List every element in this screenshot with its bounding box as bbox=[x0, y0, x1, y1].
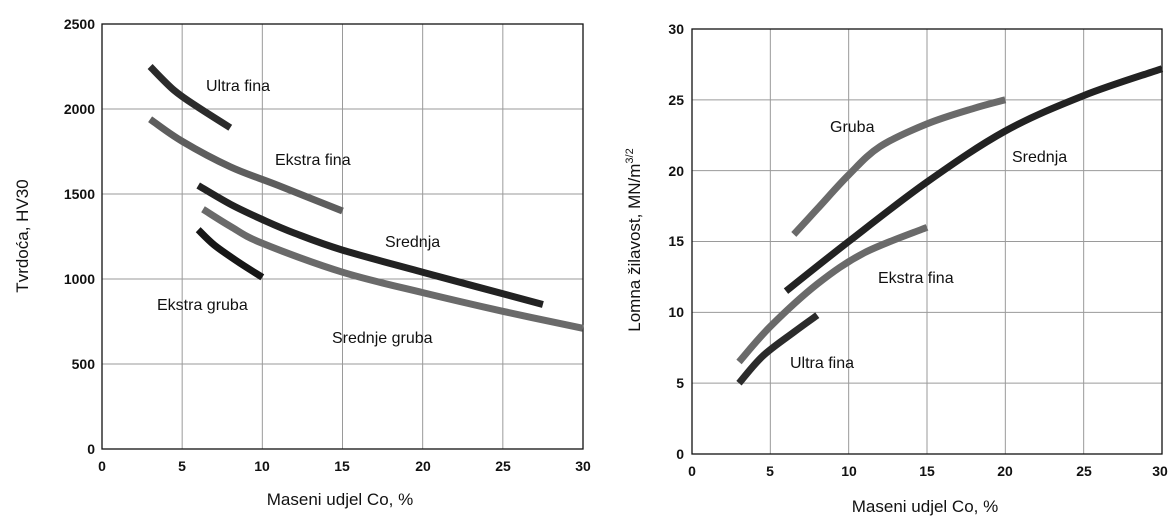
toughness-x-tick: 30 bbox=[1152, 463, 1168, 479]
hardness-y-tick: 500 bbox=[72, 356, 96, 372]
hardness-series-srednja bbox=[196, 182, 544, 308]
toughness-x-ticks: 0 5 10 15 20 25 30 bbox=[688, 463, 1168, 479]
hardness-x-tick: 25 bbox=[495, 458, 511, 474]
hardness-series-ekstra-gruba bbox=[195, 227, 265, 281]
toughness-y-tick: 20 bbox=[668, 163, 684, 179]
label-srednje-gruba: Srednje gruba bbox=[332, 330, 433, 347]
label-gruba: Gruba bbox=[830, 119, 875, 136]
hardness-series-ekstra-fina bbox=[148, 116, 344, 215]
hardness-y-ticks: 0 500 1000 1500 2000 2500 bbox=[64, 16, 95, 457]
hardness-x-tick: 20 bbox=[415, 458, 431, 474]
toughness-y-axis-label-main: Lomna žilavost, MN/m bbox=[625, 164, 644, 332]
hardness-series-ultra-fina bbox=[147, 64, 233, 131]
label-srednja: Srednja bbox=[385, 234, 440, 251]
toughness-y-ticks: 0 5 10 15 20 25 30 bbox=[668, 21, 684, 462]
toughness-x-tick: 25 bbox=[1076, 463, 1092, 479]
toughness-x-tick: 15 bbox=[919, 463, 935, 479]
toughness-y-tick: 25 bbox=[668, 92, 684, 108]
hardness-series bbox=[147, 64, 584, 332]
toughness-series-ekstra-fina bbox=[736, 224, 929, 365]
label-ultra-fina-right: Ultra fina bbox=[790, 355, 854, 372]
hardness-y-tick: 0 bbox=[87, 441, 95, 457]
toughness-x-axis-label: Maseni udjel Co, % bbox=[852, 497, 998, 516]
toughness-series bbox=[736, 65, 1164, 386]
toughness-y-tick: 0 bbox=[676, 446, 684, 462]
hardness-plot-frame bbox=[101, 23, 584, 450]
hardness-series-srednje-gruba bbox=[201, 206, 584, 332]
toughness-series-srednja bbox=[783, 65, 1164, 294]
toughness-y-tick: 30 bbox=[668, 21, 684, 37]
hardness-x-tick: 10 bbox=[254, 458, 270, 474]
hardness-x-tick: 5 bbox=[178, 458, 186, 474]
toughness-x-tick: 5 bbox=[766, 463, 774, 479]
label-srednja-right: Srednja bbox=[1012, 149, 1067, 166]
hardness-y-tick: 1500 bbox=[64, 186, 95, 202]
toughness-x-tick: 10 bbox=[841, 463, 857, 479]
hardness-y-tick: 1000 bbox=[64, 271, 95, 287]
hardness-y-tick: 2500 bbox=[64, 16, 95, 32]
label-ekstra-fina: Ekstra fina bbox=[275, 152, 351, 169]
toughness-series-ultra-fina bbox=[736, 312, 820, 386]
label-ekstra-fina-right: Ekstra fina bbox=[878, 270, 954, 287]
toughness-y-tick: 15 bbox=[668, 233, 684, 249]
hardness-chart: 0 5 10 15 20 25 30 0 500 1000 1500 2000 … bbox=[13, 16, 591, 509]
toughness-y-tick: 10 bbox=[668, 304, 684, 320]
hardness-x-tick: 15 bbox=[334, 458, 350, 474]
toughness-series-gruba bbox=[791, 96, 1007, 237]
toughness-y-axis-label-exponent: 3/2 bbox=[624, 148, 636, 163]
label-ekstra-gruba: Ekstra gruba bbox=[157, 297, 248, 314]
hardness-x-axis-label: Maseni udjel Co, % bbox=[267, 490, 413, 509]
toughness-y-axis-label: Lomna žilavost, MN/m3/2 bbox=[624, 148, 644, 331]
toughness-x-tick: 20 bbox=[997, 463, 1013, 479]
hardness-x-tick: 30 bbox=[575, 458, 591, 474]
toughness-plot-frame bbox=[691, 28, 1163, 455]
toughness-x-tick: 0 bbox=[688, 463, 696, 479]
label-ultra-fina: Ultra fina bbox=[206, 78, 270, 95]
toughness-y-tick: 5 bbox=[676, 375, 684, 391]
hardness-x-tick: 0 bbox=[98, 458, 106, 474]
hardness-y-tick: 2000 bbox=[64, 101, 95, 117]
hardness-y-axis-label: Tvrdoća, HV30 bbox=[13, 179, 32, 292]
toughness-chart: 0 5 10 15 20 25 30 0 5 10 15 20 25 30 Ma… bbox=[624, 21, 1168, 516]
hardness-x-ticks: 0 5 10 15 20 25 30 bbox=[98, 458, 591, 474]
